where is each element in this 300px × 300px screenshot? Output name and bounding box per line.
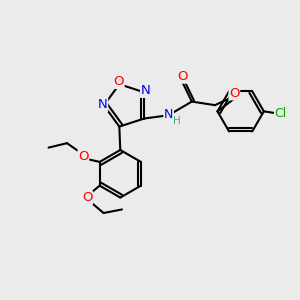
Text: O: O [78, 150, 88, 163]
Text: H: H [173, 116, 181, 127]
Text: N: N [98, 98, 108, 111]
Text: Cl: Cl [275, 107, 287, 120]
Text: O: O [229, 87, 240, 100]
Text: O: O [177, 70, 188, 83]
Text: O: O [82, 191, 92, 204]
Text: N: N [164, 109, 173, 122]
Text: O: O [113, 75, 124, 88]
Text: N: N [141, 84, 150, 97]
